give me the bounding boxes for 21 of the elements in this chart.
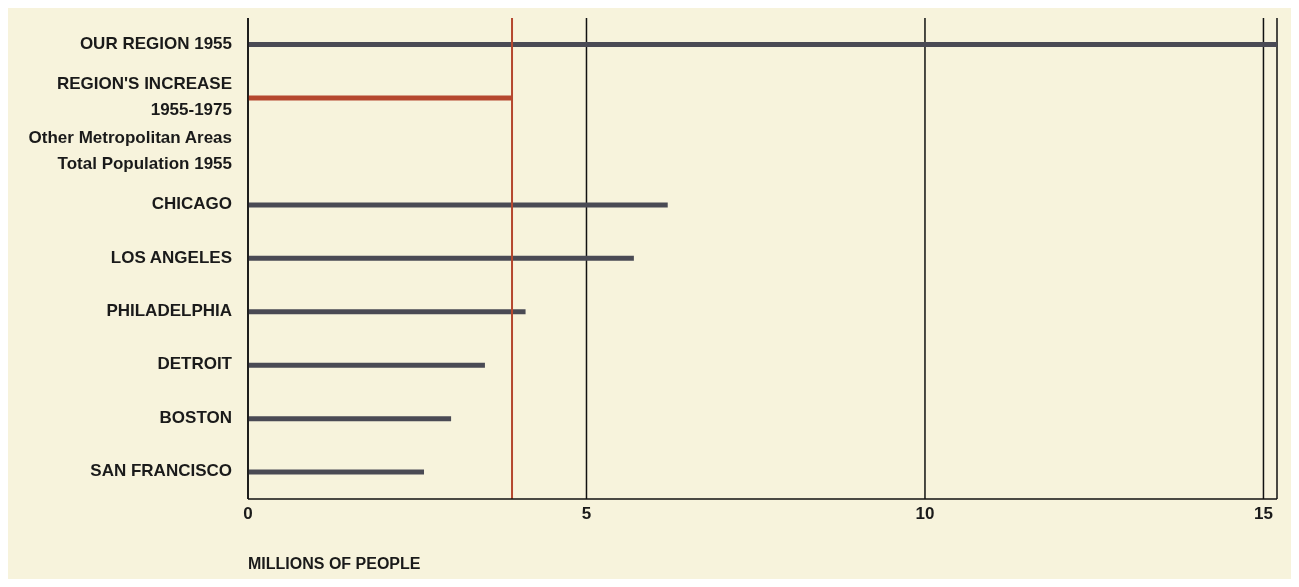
bar	[248, 469, 425, 475]
bar	[248, 255, 634, 261]
x-tick-label: 0	[243, 504, 253, 524]
bar	[248, 362, 485, 368]
y-tick-label: OUR REGION 1955	[79, 34, 232, 54]
y-tick-label: REGION'S INCREASE 1955-1975	[56, 74, 232, 120]
y-tick-label: CHICAGO	[151, 194, 232, 214]
y-tick-label: LOS ANGELES	[110, 247, 232, 267]
bar	[248, 42, 1277, 48]
y-tick-label: PHILADELPHIA	[106, 301, 232, 321]
bar	[248, 309, 526, 315]
x-axis-title: MILLIONS OF PEOPLE	[248, 555, 421, 572]
y-tick-label: DETROIT	[157, 354, 233, 374]
y-tick-label: SAN FRANCISCO	[90, 461, 232, 481]
x-tick-label: 15	[1254, 504, 1273, 524]
bar	[248, 416, 452, 422]
x-tick-label: 10	[915, 504, 935, 524]
x-tick-label: 5	[581, 504, 592, 524]
y-tick-label: BOSTON	[159, 408, 232, 428]
bar	[248, 202, 668, 208]
y-tick-label: Other Metropolitan Areas Total Population 1955	[28, 128, 232, 174]
